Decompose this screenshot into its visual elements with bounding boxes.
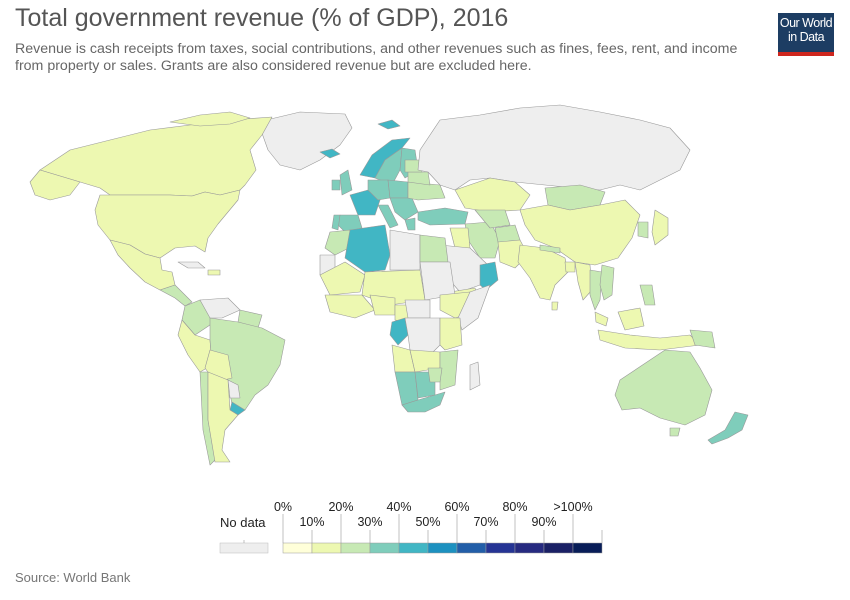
region-kenya-tanzania[interactable] [439,317,463,351]
region-russia[interactable] [417,104,691,191]
legend-bottom-label: 10% [299,515,325,529]
region-thailand[interactable] [589,269,603,311]
legend-bottom-label: 50% [415,515,441,529]
region-central-america[interactable] [159,284,193,307]
legend-bottom-label: 90% [531,515,557,529]
region-ukraine[interactable] [407,181,446,201]
region-australia[interactable] [614,349,713,426]
region-mexico[interactable] [109,239,176,291]
region-china[interactable] [519,199,641,266]
region-congo[interactable] [389,317,409,346]
region-iceland[interactable] [319,148,341,159]
region-nigeria[interactable] [369,294,396,316]
region-zimbabwe[interactable] [427,367,443,383]
logo-line-1: Our World [779,16,833,30]
region-uk[interactable] [339,169,353,196]
legend-bin-swatch[interactable] [282,542,313,554]
region-cuba[interactable] [177,261,206,269]
region-bangladesh[interactable] [564,261,576,273]
legend-bin-swatch[interactable] [543,542,574,554]
region-egypt[interactable] [419,234,449,263]
region-indonesia[interactable] [597,329,701,351]
legend-no-data-label: No data [220,515,266,530]
region-greenland[interactable] [257,111,353,171]
legend-bin-swatch[interactable] [572,542,603,554]
region-india[interactable] [517,244,569,301]
region-car[interactable] [404,299,431,319]
region-korea[interactable] [637,221,649,239]
region-kazakhstan[interactable] [454,177,531,213]
region-japan[interactable] [651,209,669,246]
region-alaska[interactable] [29,169,81,201]
page-title: Total government revenue (% of GDP), 201… [15,4,509,32]
region-madagascar[interactable] [469,361,481,391]
region-portugal[interactable] [331,214,341,231]
region-germany[interactable] [367,179,391,201]
region-paraguay[interactable] [227,379,241,399]
region-philippines[interactable] [639,284,656,306]
legend-top-label: 60% [444,500,470,514]
region-libya[interactable] [389,229,421,271]
region-france[interactable] [349,189,381,216]
region-oman[interactable] [479,261,499,291]
legend-bins [282,542,603,554]
legend-bin-swatch[interactable] [427,542,458,554]
region-new-zealand[interactable] [707,411,749,445]
legend-bin-swatch[interactable] [369,542,400,554]
region-iraq[interactable] [449,227,471,249]
legend-ticks [282,514,603,543]
legend-top-label: 0% [273,500,293,514]
region-papua-new-guinea[interactable] [689,329,716,349]
legend [219,514,603,554]
legend-top-label: 20% [328,500,354,514]
region-south-africa[interactable] [401,391,446,413]
legend-top-label: 80% [502,500,528,514]
region-baltics[interactable] [404,159,423,173]
region-ireland[interactable] [331,179,341,191]
region-balkans[interactable] [389,197,419,221]
region-turkey[interactable] [417,207,469,226]
legend-bottom-label: 30% [357,515,383,529]
legend-bin-swatch[interactable] [514,542,545,554]
region-greece[interactable] [404,217,416,231]
legend-no-data-swatch [219,542,269,554]
source-note[interactable]: Source: World Bank [15,570,131,585]
region-poland[interactable] [387,179,409,199]
region-mauritania-mali[interactable] [319,261,366,296]
region-sri-lanka[interactable] [551,301,559,311]
region-hispaniola[interactable] [207,269,221,276]
legend-bin-swatch[interactable] [340,542,371,554]
region-tasmania[interactable] [669,427,681,437]
region-myanmar[interactable] [574,261,593,301]
region-argentina[interactable] [207,371,239,463]
region-mozambique[interactable] [439,349,459,391]
legend-top-label: >100% [553,500,593,514]
logo-line-2: in Data [787,30,825,44]
region-namibia[interactable] [394,371,419,406]
legend-bin-swatch[interactable] [485,542,516,554]
region-borneo[interactable] [617,307,645,331]
legend-bottom-label: 70% [473,515,499,529]
owid-logo[interactable]: Our World in Data [778,13,834,56]
region-svalbard[interactable] [377,119,401,130]
legend-top-label: 40% [386,500,412,514]
region-uzbekistan[interactable] [474,209,511,229]
page-subtitle: Revenue is cash receipts from taxes, soc… [15,41,738,74]
region-venezuela[interactable] [199,297,241,319]
region-somalia[interactable] [457,284,491,331]
legend-bin-swatch[interactable] [311,542,342,554]
region-algeria[interactable] [344,224,391,273]
region-italy[interactable] [377,204,399,229]
legend-bin-swatch[interactable] [456,542,487,554]
region-canada-islands[interactable] [169,111,251,127]
legend-bin-swatch[interactable] [398,542,429,554]
region-malaysia[interactable] [594,311,609,327]
region-nepal[interactable] [539,244,561,254]
region-west-africa[interactable] [324,294,376,319]
region-vietnam[interactable] [599,264,615,301]
